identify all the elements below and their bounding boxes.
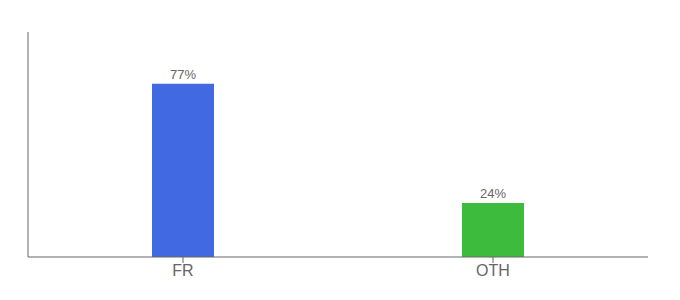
svg-text:24%: 24% — [480, 186, 506, 201]
svg-text:OTH: OTH — [476, 262, 510, 279]
svg-text:77%: 77% — [170, 67, 196, 82]
svg-text:FR: FR — [172, 262, 193, 279]
